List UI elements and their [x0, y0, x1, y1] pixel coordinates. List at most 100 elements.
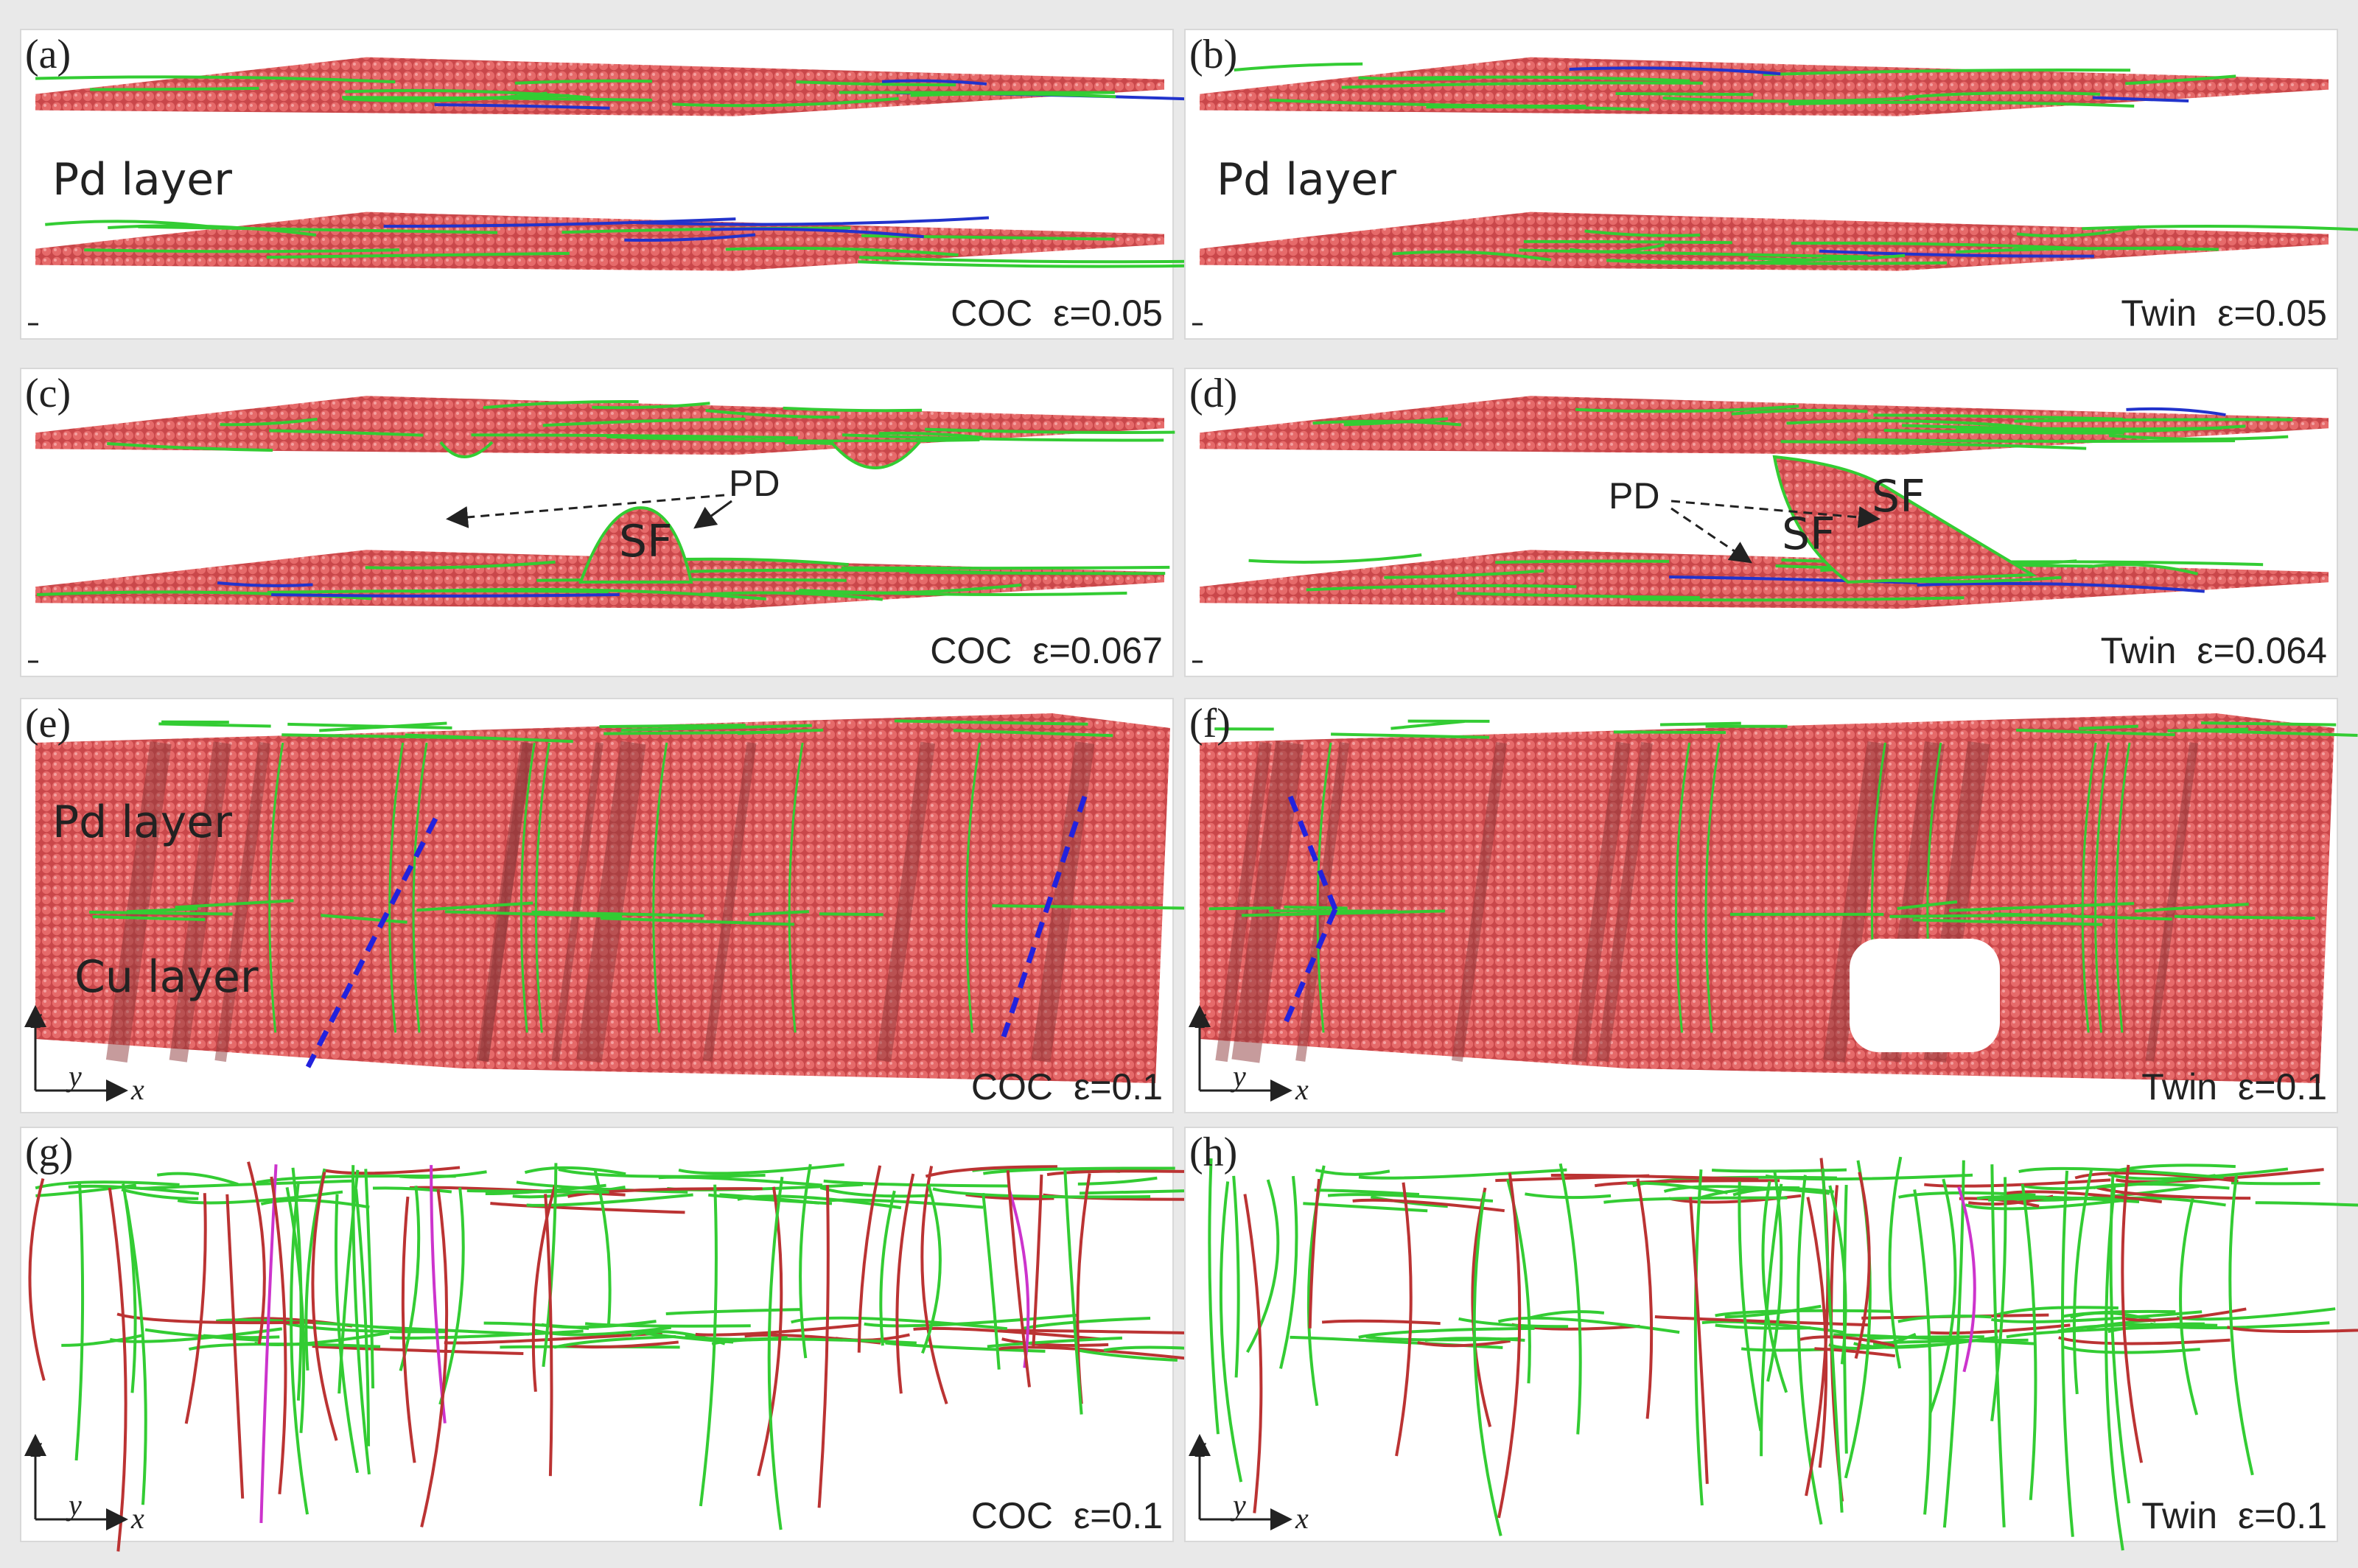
annotation: Pd layer: [1217, 154, 1396, 206]
dislocation-line: [90, 86, 259, 91]
dislocation-line: [921, 1183, 942, 1354]
method-label: Twin: [2121, 293, 2197, 334]
panel: (a) Pd layer ε=0.05 COC: [20, 29, 1211, 340]
dislocation-line: [2088, 563, 2199, 575]
dislocation-line: [749, 910, 809, 917]
annotation: SF: [1872, 471, 1925, 522]
dislocation-line: [620, 724, 812, 732]
dislocation-line: [1928, 1178, 1957, 1414]
slip-trace: [1287, 795, 1338, 911]
stacking-stripe: [1597, 741, 1653, 1063]
strain-label: ε=0.1: [2238, 1066, 2327, 1107]
dislocation-line: [2096, 1186, 2251, 1200]
dislocation-line: [1284, 905, 1348, 910]
dislocation-line: [1912, 918, 2103, 926]
dislocation-line: [817, 1185, 830, 1508]
stacking-stripe: [214, 741, 270, 1063]
dislocation-line: [531, 1185, 557, 1392]
dislocation-line: [553, 1335, 676, 1349]
dislocation-line: [2074, 1172, 2239, 1183]
annotation: PD: [729, 463, 780, 504]
dislocation-line: [343, 91, 547, 102]
dislocation-line: [2060, 1170, 2074, 1537]
dislocation-line: [2078, 724, 2138, 730]
dislocation-line: [1738, 1181, 1763, 1432]
dislocation-line: [2126, 407, 2226, 417]
dislocation-line: [841, 565, 1170, 570]
dislocation-line: [925, 427, 1175, 434]
dislocation-line: [138, 225, 498, 234]
dislocation-line: [842, 433, 1164, 442]
dislocation-line: [1867, 1335, 1984, 1340]
dislocation-line: [564, 1340, 679, 1349]
axis-label: x: [1295, 1502, 1309, 1535]
dislocation-line: [1006, 1170, 1032, 1387]
dislocation-line: [1529, 1310, 1605, 1320]
dislocation-line: [1558, 1163, 1582, 1435]
dislocation-line: [1495, 1174, 1650, 1183]
dislocation-line: [767, 1176, 784, 1530]
dislocation-line: [909, 570, 1166, 575]
dislocation-line: [1990, 1164, 2006, 1527]
dislocation-line: [828, 1198, 984, 1209]
dislocation-line: [1659, 721, 1741, 727]
dislocation-line: [372, 1186, 452, 1194]
dislocation-line: [531, 910, 704, 917]
stacking-stripe: [1823, 741, 1889, 1063]
dislocation-line: [1569, 243, 1665, 253]
dislocation-line: [175, 899, 294, 909]
dislocation-line: [512, 1185, 626, 1199]
dislocation-line: [388, 742, 405, 1033]
dislocation-line: [1384, 569, 1544, 579]
dislocation-line: [1234, 62, 1363, 72]
dislocation-line: [383, 217, 736, 228]
dislocation-line: [2228, 1173, 2254, 1476]
dislocation-line: [823, 1179, 1009, 1188]
dislocation-line: [672, 97, 899, 108]
dislocation-line: [2179, 1197, 2199, 1415]
dislocation-line: [604, 730, 788, 735]
stacking-stripe: [2145, 742, 2199, 1062]
panel-label: (g): [25, 1130, 73, 1175]
dislocation-line: [542, 417, 746, 427]
dislocation-line: [203, 1334, 280, 1340]
dislocation-line: [365, 560, 556, 570]
dislocation-line: [1497, 1316, 1680, 1334]
stacking-fault: [439, 441, 921, 469]
dislocation-line: [1007, 1189, 1030, 1368]
slip-trace: [1283, 908, 1338, 1023]
dislocation-line: [600, 917, 794, 926]
stacking-stripe: [1452, 741, 1507, 1063]
method-label: COC: [951, 293, 1032, 334]
dislocation-line: [542, 1163, 558, 1368]
dislocation-line: [287, 722, 452, 729]
dislocation-line: [1711, 1168, 1847, 1173]
dislocation-line: [2072, 1169, 2093, 1395]
annotation: PD: [1609, 475, 1659, 517]
dislocation-line: [2121, 1164, 2144, 1463]
stacking-stripe: [702, 742, 757, 1062]
dislocation-line: [399, 1186, 421, 1371]
dislocation-line: [1689, 1197, 1709, 1484]
pointer-arrow: [446, 494, 725, 528]
dislocation-line: [156, 1172, 239, 1186]
axis-label: y: [1230, 1060, 1246, 1093]
dislocation-line: [1888, 1156, 1903, 1369]
stacking-fault: [1772, 455, 2037, 584]
dislocation-line: [1208, 1158, 1220, 1435]
stacking-fault: [578, 506, 693, 584]
dislocation-line: [698, 591, 884, 601]
dislocation-line: [1814, 1347, 1896, 1358]
dislocation-line: [89, 910, 233, 916]
dislocation-line: [710, 227, 924, 239]
dislocation-line: [1956, 247, 2219, 253]
panel-label: (h): [1189, 1130, 1237, 1175]
dislocation-line: [1854, 1172, 1871, 1359]
stacking-stripe: [478, 742, 533, 1062]
dislocation-line: [1704, 742, 1721, 1033]
dislocation-line: [2092, 96, 2189, 102]
axis-label: x: [130, 1502, 144, 1535]
panel-label: (a): [25, 32, 71, 77]
